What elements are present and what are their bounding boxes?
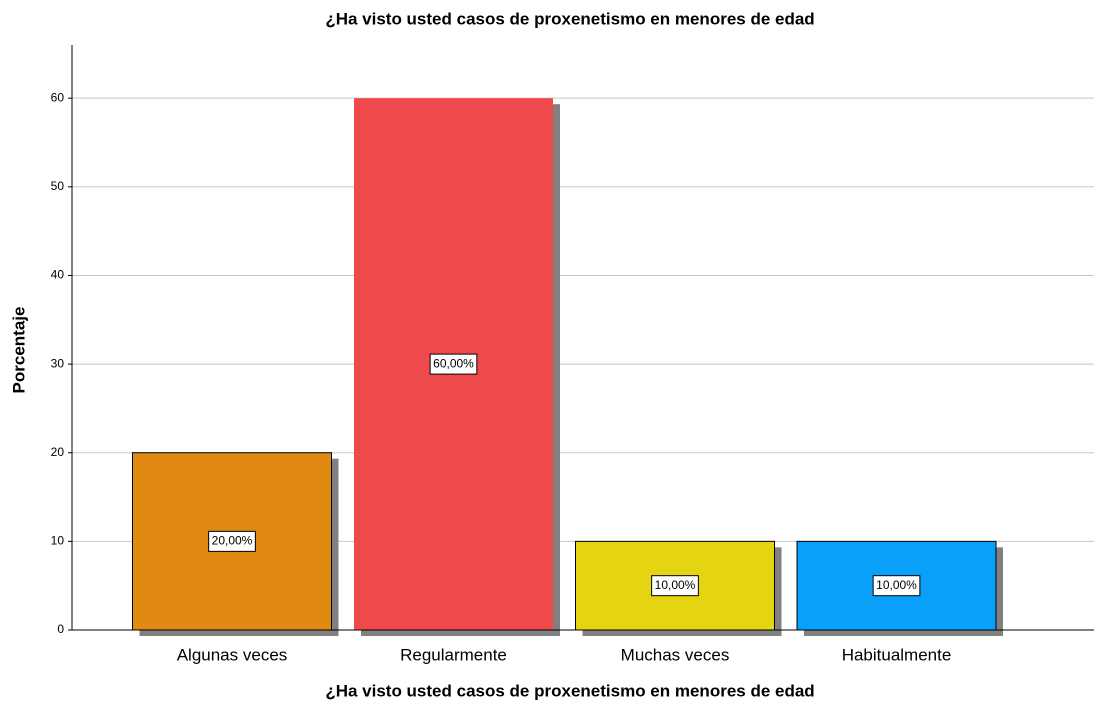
y-tick-label: 30: [51, 356, 65, 370]
value-label: 20,00%: [212, 534, 253, 548]
y-tick-label: 40: [51, 268, 65, 282]
value-label-box: [208, 530, 256, 552]
x-tick-label: Regularmente: [400, 645, 507, 664]
chart-title: ¿Ha visto usted casos de proxenetismo en…: [325, 9, 814, 28]
x-tick-label: Habitualmente: [842, 645, 952, 664]
value-label: 10,00%: [876, 578, 917, 592]
y-tick-label: 50: [51, 179, 65, 193]
y-tick-label: 0: [57, 622, 64, 636]
value-label-box: [429, 353, 478, 375]
y-tick-label: 20: [51, 445, 65, 459]
value-label-box: [872, 575, 921, 597]
y-tick-label: 60: [51, 90, 65, 104]
x-axis-label: ¿Ha visto usted casos de proxenetismo en…: [325, 681, 814, 700]
value-label: 10,00%: [655, 578, 696, 592]
x-tick-label: Algunas veces: [177, 645, 288, 664]
value-label-box: [651, 575, 699, 597]
y-tick-label: 10: [51, 534, 65, 548]
y-axis-label: Porcentaje: [9, 307, 28, 394]
x-tick-label: Muchas veces: [621, 645, 730, 664]
value-label: 60,00%: [433, 356, 474, 370]
